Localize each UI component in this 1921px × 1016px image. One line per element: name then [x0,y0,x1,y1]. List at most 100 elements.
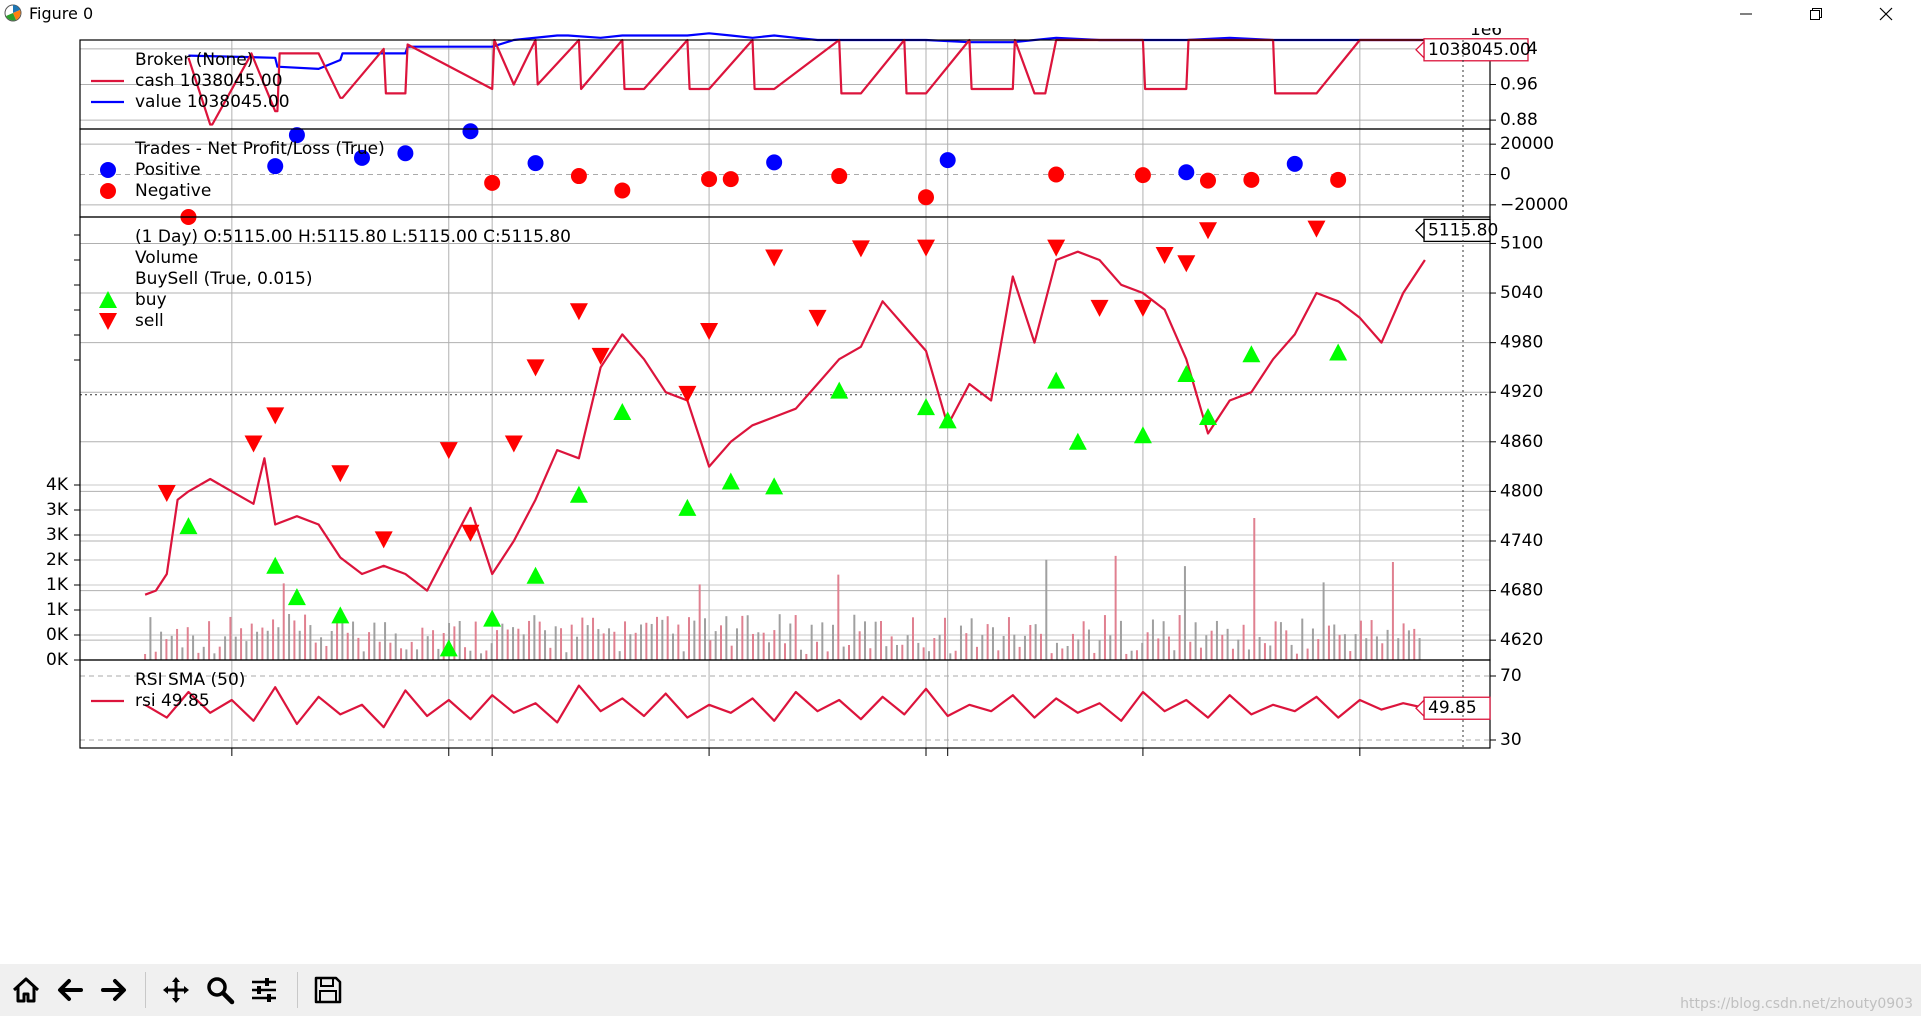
back-icon [58,979,83,1001]
sell-marker [917,239,935,257]
sell-marker [1133,299,1152,317]
sell-marker [569,303,588,321]
y-tick-label: 4920 [1500,382,1543,402]
close-button[interactable] [1851,0,1921,28]
data-point-positive [267,158,284,175]
volume-tick-label: 3K [46,500,69,520]
buy-marker [1177,365,1196,383]
sell-marker [1307,220,1326,238]
series-line-rsi [144,684,1426,729]
pan-icon [163,977,189,1003]
volume-tick-label: 4K [46,475,69,495]
legend-label: BuySell (True, 0.015) [135,269,312,289]
data-point-positive [462,123,479,140]
data-point-negative [831,168,848,185]
data-point-positive [288,127,305,144]
save-icon [314,976,342,1004]
y-tick-label: 20000 [1500,134,1554,154]
restore-button[interactable] [1781,0,1851,28]
last-value-pointer [1415,40,1425,60]
legend-label: rsi 49.85 [135,691,210,711]
data-point-positive [527,155,544,172]
data-point-negative [614,182,631,199]
sell-marker [374,531,393,549]
window-title: Figure 0 [29,4,94,23]
buy-marker [569,485,588,503]
last-value-label: 1038045.00 [1428,40,1531,60]
sell-marker [851,240,870,258]
series-line-value [188,32,1447,71]
toolbar-separator [297,972,298,1008]
last-value-pointer [1415,698,1425,718]
sell-marker [808,309,827,327]
forward-icon [101,979,126,1001]
buy-marker [1068,432,1087,450]
buy-marker [439,639,458,657]
data-point-negative [701,171,718,188]
data-point-positive [1178,164,1195,181]
buy-marker [765,477,784,495]
legend-marker [99,313,117,330]
legend-label: value 1038045.00 [135,92,290,112]
window-titlebar: Figure 0 [0,0,1921,28]
buy-marker [1199,408,1217,426]
y-tick-label: 0.88 [1500,110,1538,130]
buy-marker [1242,345,1261,363]
buy-marker [721,472,740,490]
legend-label: RSI SMA (50) [135,670,245,690]
app-icon [4,4,22,22]
configure-button[interactable] [244,970,284,1010]
y-tick-label: 4860 [1500,432,1543,452]
data-point-negative [570,168,587,185]
buy-marker [331,606,350,624]
data-point-negative [1330,171,1347,188]
y-tick-label: 4740 [1500,531,1543,551]
home-button[interactable] [6,970,46,1010]
panel-frame [79,659,1491,749]
buy-marker [266,556,285,574]
close-icon [1879,7,1893,21]
sell-marker [1199,222,1217,240]
sell-marker [765,249,784,267]
buy-marker [1133,426,1152,444]
y-tick-label: 4980 [1500,333,1543,353]
back-button[interactable] [50,970,90,1010]
y-tick-label: 5100 [1500,233,1543,253]
toolbar-separator [145,972,146,1008]
buy-marker [526,566,545,584]
sell-marker [331,465,350,483]
forward-button[interactable] [94,970,134,1010]
configure-icon [252,978,276,1002]
legend-label: Trades - Net Profit/Loss (True) [134,139,385,159]
data-point-positive [1286,155,1303,172]
sell-marker [526,359,545,377]
watermark-text: https://blog.csdn.net/zhouty0903 [1680,996,1913,1012]
volume-tick-label: 3K [46,525,69,545]
legend-label: sell [135,311,164,331]
minimize-button[interactable] [1711,0,1781,28]
y-tick-label: 4620 [1500,630,1543,650]
y-tick-label: −20000 [1500,195,1568,215]
y-tick-label: 70 [1500,666,1522,686]
legend-label: Positive [135,160,201,180]
axis-scale-label: 1e6 [1470,28,1502,40]
data-point-negative [722,171,739,188]
buy-marker [678,498,697,516]
sell-marker [504,435,523,453]
sell-marker [1090,299,1109,317]
buy-marker [179,517,198,535]
data-point-negative [1134,167,1151,184]
legend-label: (1 Day) O:5115.00 H:5115.80 L:5115.00 C:… [135,227,571,247]
data-point-positive [397,145,414,162]
pan-button[interactable] [156,970,196,1010]
minimize-icon [1740,13,1752,15]
legend-label: Negative [135,181,211,201]
zoom-button[interactable] [200,970,240,1010]
save-button[interactable] [308,970,348,1010]
legend-label: Broker (None) [135,50,253,70]
volume-tick-label: 1K [46,575,69,595]
y-tick-label: 4800 [1500,481,1543,501]
data-point-negative [1048,166,1065,183]
sell-marker [1047,239,1066,257]
